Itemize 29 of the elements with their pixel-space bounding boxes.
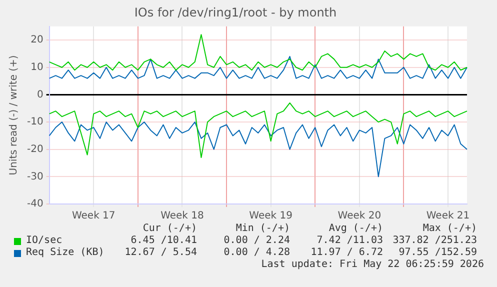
text: Cur (-/+) [142,223,197,235]
text: 11.97 / 6.72 [310,247,383,259]
text: 7.42 /11.03 [316,235,383,247]
text: 0.00 / 4.28 [224,247,290,259]
y-tick-label: 10 [30,62,44,73]
text: Min (-/+) [236,223,290,235]
x-tick-label: Week 19 [249,210,292,222]
y-axis-title: Units read (-) / write (+) [8,55,20,176]
chart-title: IOs for /dev/ring1/root - by month [134,5,337,20]
y-tick-label: -40 [26,198,44,210]
x-tick-label: Week 21 [426,210,470,222]
legend-label: IO/sec [26,235,62,247]
text: Max (-/+) [422,223,477,235]
y-tick-label: 20 [30,34,44,46]
y-tick-label: -10 [26,116,44,128]
text: Last update: Fri May 22 06:25:59 2026 [261,259,484,271]
x-tick-label: Week 17 [72,210,116,222]
y-tick-label: -20 [26,144,44,155]
text: 6.45 /10.41 [130,235,197,247]
text: 12.67 / 5.54 [124,247,197,259]
x-tick-label: Week 20 [338,210,382,222]
text: 0.00 / 2.24 [224,235,290,247]
text: 337.82 /251.23 [392,235,477,247]
text: 97.55 /152.59 [398,247,477,259]
y-tick-label: 0 [36,89,44,100]
y-tick-label: -30 [26,171,44,182]
text: Avg (-/+) [328,223,383,235]
legend-label: Req Size (KB) [26,247,104,259]
x-tick-label: Week 18 [160,210,204,222]
